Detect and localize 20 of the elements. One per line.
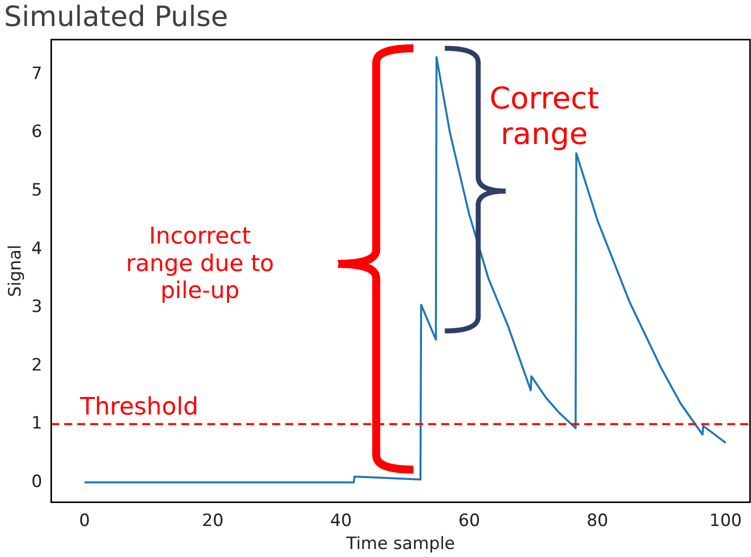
annotation: Correct range — [489, 82, 600, 152]
y-tick-label: 3 — [31, 297, 42, 318]
ref-line-label: Threshold — [79, 392, 198, 420]
x-tick-label: 0 — [79, 510, 90, 531]
x-tick-label: 40 — [330, 510, 352, 531]
y-tick-label: 7 — [31, 64, 42, 84]
x-tick-label: 80 — [586, 510, 608, 531]
y-tick-label: 2 — [31, 355, 42, 376]
y-tick-label: 0 — [31, 472, 42, 492]
x-axis-title: Time sample — [345, 534, 456, 554]
x-tick-label: 60 — [458, 510, 480, 531]
annotation: Incorrect range due to pile-up — [126, 224, 274, 304]
y-tick-label: 6 — [31, 122, 42, 142]
y-axis-title: Signal — [6, 244, 26, 298]
y-tick-label: 4 — [31, 238, 42, 259]
x-tick-label: 20 — [202, 510, 224, 531]
x-tick-label: 100 — [709, 510, 742, 531]
y-tick-label: 5 — [31, 180, 42, 201]
chart-title: Simulated Pulse — [4, 0, 228, 34]
y-tick-label: 1 — [31, 414, 42, 434]
